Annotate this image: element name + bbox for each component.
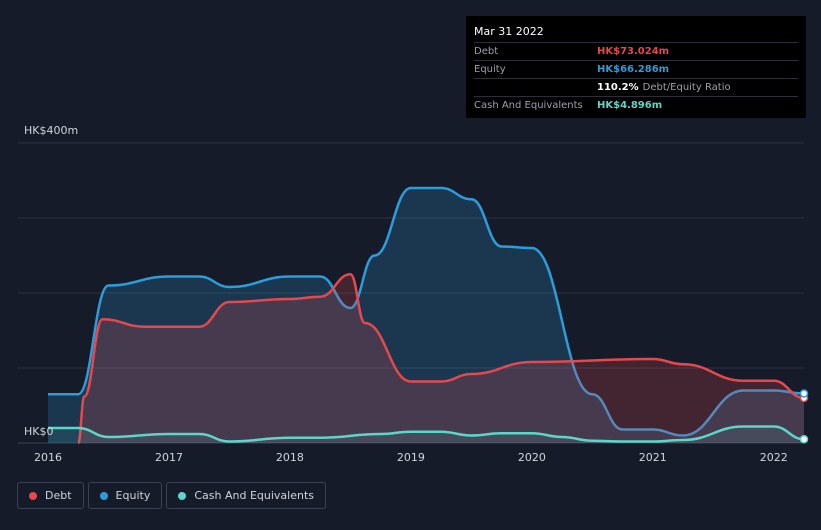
tooltip-value: HK$66.286m xyxy=(597,64,670,75)
equity-line xyxy=(48,186,805,437)
legend-item-cash[interactable]: Cash And Equivalents xyxy=(166,482,326,509)
tooltip-date: Mar 31 2022 xyxy=(474,25,544,38)
tooltip-label: Cash And Equivalents xyxy=(474,100,583,111)
legend-dot-icon xyxy=(99,491,108,500)
tooltip-value: HK$4.896m xyxy=(597,100,663,111)
legend-item-debt[interactable]: Debt xyxy=(17,482,84,509)
legend-dot-icon xyxy=(178,491,187,500)
x-tick-label: 2019 xyxy=(397,451,425,464)
y-tick-label: HK$0 xyxy=(24,425,53,438)
x-tick-label: 2018 xyxy=(276,451,304,464)
tooltip-label: Equity xyxy=(474,64,506,75)
x-tick-label: 2017 xyxy=(155,451,183,464)
tooltip-label xyxy=(474,79,597,96)
tooltip-row-debt: Debt HK$73.024m xyxy=(474,42,798,60)
legend-label: Cash And Equivalents xyxy=(194,489,314,502)
legend-label: Equity xyxy=(115,489,151,502)
debt-line xyxy=(76,272,805,445)
tooltip-row-ratio: 110.2% Debt/Equity Ratio xyxy=(474,78,798,96)
x-tick-label: 2020 xyxy=(518,451,546,464)
tooltip-value: HK$73.024m xyxy=(597,46,670,57)
chart-legend: Debt Equity Cash And Equivalents xyxy=(17,482,326,509)
cash-and-equivalents-area xyxy=(48,426,804,443)
data-tooltip: Mar 31 2022 Debt HK$73.024m Equity HK$66… xyxy=(466,16,806,118)
debt-area xyxy=(78,274,805,443)
cash-and-equivalents-line xyxy=(48,425,805,443)
cash-and-equivalents-end-marker xyxy=(799,435,809,444)
equity-end-marker xyxy=(799,389,809,398)
equity-area xyxy=(48,188,804,443)
tooltip-label: Debt xyxy=(474,46,499,57)
tooltip-row-cash: Cash And Equivalents HK$4.896m xyxy=(474,96,798,114)
tooltip-value: 110.2% xyxy=(597,82,639,93)
y-tick-label: HK$400m xyxy=(24,124,78,137)
tooltip-row-equity: Equity HK$66.286m xyxy=(474,60,798,78)
x-tick-label: 2021 xyxy=(639,451,667,464)
tooltip-suffix: Debt/Equity Ratio xyxy=(642,82,731,93)
legend-label: Debt xyxy=(45,489,72,502)
legend-item-equity[interactable]: Equity xyxy=(87,482,163,509)
legend-dot-icon xyxy=(29,491,37,500)
x-tick-label: 2022 xyxy=(760,451,788,464)
x-tick-label: 2016 xyxy=(34,451,62,464)
